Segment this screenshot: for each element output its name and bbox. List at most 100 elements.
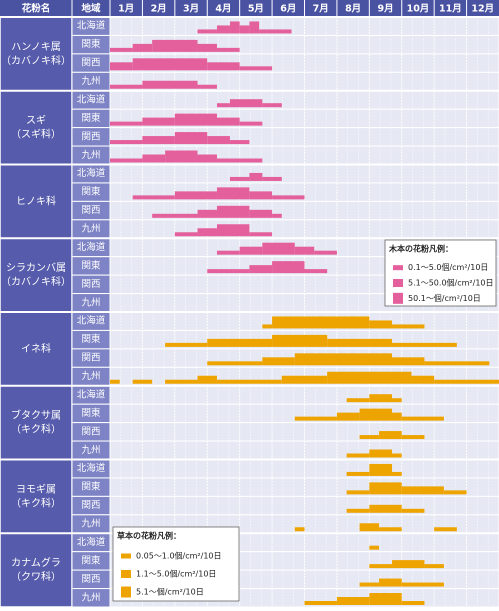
pollen-bar <box>249 172 263 181</box>
month-label: 7月 <box>313 4 329 15</box>
pollen-bar <box>272 261 305 274</box>
pollen-bar <box>165 379 198 384</box>
pollen-bar <box>424 564 444 569</box>
pollen-bar <box>174 232 198 237</box>
pollen-bar <box>281 375 328 384</box>
pollen-bar <box>216 103 230 108</box>
pollen-bar <box>272 316 370 329</box>
group-name: （キク科） <box>11 423 61 436</box>
pollen-bar <box>262 324 273 329</box>
region-name: 九州 <box>81 223 100 235</box>
region-name: 関東 <box>81 112 101 124</box>
pollen-bar <box>207 62 240 71</box>
region-name: 北海道 <box>77 536 106 548</box>
region-name: 関西 <box>81 205 100 216</box>
pollen-bar <box>207 361 263 366</box>
month-label: 10月 <box>407 4 430 15</box>
region-name: 関東 <box>81 333 101 345</box>
pollen-bar <box>392 560 425 569</box>
pollen-bar <box>259 29 292 34</box>
region-name: 関西 <box>81 426 100 437</box>
pollen-bar <box>392 453 402 458</box>
group-cell <box>0 90 73 166</box>
region-name: 北海道 <box>77 315 106 327</box>
pollen-bar <box>197 29 217 34</box>
group-cell <box>0 385 73 461</box>
legend-swatch <box>121 553 131 559</box>
pollen-bar <box>294 246 315 255</box>
region-name: 九州 <box>81 296 100 308</box>
pollen-bar <box>216 25 230 34</box>
pollen-bar <box>239 121 263 126</box>
region-name: 関東 <box>81 481 101 493</box>
legend-label: 0.1～5.0個/cm²/10日 <box>408 262 488 272</box>
region-name: 九州 <box>81 444 100 456</box>
month-label: 11月 <box>439 4 462 15</box>
pollen-bar <box>304 601 337 605</box>
pollen-bar <box>216 158 263 163</box>
pollen-bar <box>369 463 393 476</box>
group-name: ハンノキ属 <box>11 41 61 53</box>
pollen-bar <box>216 47 240 52</box>
legend-swatch <box>393 279 403 287</box>
group-cell <box>0 532 73 608</box>
pollen-bar <box>229 99 263 108</box>
pollen-bar <box>216 187 250 200</box>
pollen-bar <box>424 361 490 366</box>
pollen-bar <box>359 408 393 421</box>
pollen-bar <box>229 140 250 145</box>
pollen-bar <box>165 342 208 347</box>
pollen-bar <box>392 342 457 347</box>
pollen-bar <box>379 431 402 440</box>
pollen-bar <box>110 47 133 52</box>
pollen-bar <box>249 209 273 218</box>
pollen-bar <box>392 398 402 403</box>
region-name: 関西 <box>81 500 100 511</box>
pollen-bar <box>336 412 360 421</box>
region-name: 関東 <box>81 407 101 419</box>
header-name: 花粉名 <box>22 3 51 15</box>
legend-label: 0.05～1.0個/cm²/10日 <box>136 551 222 561</box>
pollen-bar <box>401 582 444 587</box>
group-name: （クワ科） <box>11 570 61 583</box>
pollen-bar <box>336 597 370 605</box>
pollen-bar <box>262 103 282 108</box>
pollen-bar <box>369 564 393 569</box>
group-name: イネ科 <box>21 342 51 355</box>
legend-title: 木本の花粉凡例： <box>388 244 453 254</box>
pollen-bar <box>207 269 250 274</box>
pollen-bar <box>369 320 393 329</box>
legend-box <box>384 239 497 307</box>
group-name: （キク科） <box>11 496 61 509</box>
legend-label: 5.1～個/cm²/10日 <box>136 587 204 597</box>
pollen-bar <box>392 357 425 366</box>
region-name: 北海道 <box>77 167 106 179</box>
region-name: 九州 <box>81 591 100 603</box>
group-cell <box>0 163 73 239</box>
pollen-bar <box>359 582 380 587</box>
pollen-bar <box>314 250 337 255</box>
legend-swatch <box>121 586 131 598</box>
pollen-bar <box>216 224 250 237</box>
region-name: 関東 <box>81 186 101 198</box>
pollen-bar <box>249 265 273 274</box>
group-name: （カバノキ科） <box>1 275 71 288</box>
pollen-bar <box>379 527 402 532</box>
region-name: 九州 <box>81 370 100 382</box>
header-bar <box>0 0 499 17</box>
pollen-bar <box>197 84 217 89</box>
group-cell <box>0 237 73 313</box>
region-name: 九州 <box>81 518 100 530</box>
region-name: 北海道 <box>77 241 106 253</box>
pollen-bar <box>249 232 273 237</box>
pollen-bar <box>110 121 143 126</box>
pollen-bar <box>369 449 393 458</box>
group-name: スギ <box>26 115 46 127</box>
region-name: 関西 <box>81 574 100 585</box>
group-cell <box>0 311 73 387</box>
pollen-bar <box>434 527 457 532</box>
group-name: ブタクサ属 <box>11 409 61 422</box>
pollen-bar <box>216 205 250 218</box>
pollen-bar <box>207 136 230 145</box>
